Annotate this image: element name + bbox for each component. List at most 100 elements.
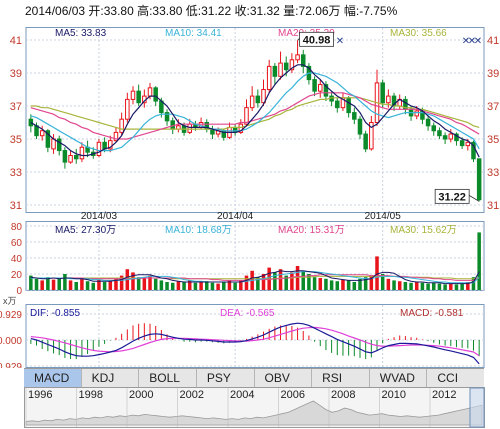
candle-body[interactable] [414, 110, 419, 117]
volume-bar[interactable] [102, 282, 107, 290]
candle-body[interactable] [153, 87, 158, 102]
tab-wvad[interactable]: WVAD [370, 369, 428, 387]
candle-body[interactable] [363, 133, 368, 150]
volume-bar[interactable] [352, 282, 357, 290]
volume-bar[interactable] [63, 274, 67, 290]
volume-bar[interactable] [131, 272, 135, 290]
candle-body[interactable] [295, 54, 300, 61]
volume-bar[interactable] [312, 277, 317, 290]
volume-bar[interactable] [142, 278, 147, 290]
volume-bar[interactable] [420, 282, 425, 290]
candle-body[interactable] [278, 62, 283, 77]
volume-bar[interactable] [46, 277, 50, 290]
volume-bar[interactable] [256, 277, 260, 290]
volume-bar[interactable] [460, 283, 464, 290]
volume-bar[interactable] [80, 278, 84, 290]
candle-body[interactable] [79, 146, 85, 160]
volume-bar[interactable] [170, 282, 175, 290]
candle-body[interactable] [147, 87, 153, 97]
volume-bar[interactable] [454, 284, 459, 290]
volume-bar[interactable] [68, 280, 73, 290]
volume-bar[interactable] [165, 282, 169, 290]
tab-psy[interactable]: PSY [197, 369, 255, 387]
tab-cci[interactable]: CCI [437, 371, 459, 385]
volume-bar[interactable] [426, 283, 430, 290]
volume-bar[interactable] [443, 284, 447, 290]
candle-body[interactable] [73, 155, 79, 160]
volume-bar[interactable] [199, 282, 203, 290]
candle-body[interactable] [113, 131, 119, 142]
volume-bar[interactable] [307, 274, 311, 290]
volume-bar[interactable] [358, 278, 362, 290]
candle-body[interactable] [56, 138, 62, 152]
volume-bar[interactable] [324, 278, 328, 290]
navigator-selection[interactable] [469, 387, 485, 428]
volume-bar[interactable] [477, 232, 481, 290]
volume-bar[interactable] [74, 282, 78, 290]
tab-kdj[interactable]: KDJ [82, 369, 140, 387]
candle-body[interactable] [136, 90, 141, 104]
volume-bar[interactable] [216, 283, 220, 290]
candle-body[interactable] [471, 141, 476, 160]
candle-body[interactable] [51, 138, 56, 150]
candle-body[interactable] [96, 141, 102, 157]
volume-bar[interactable] [119, 275, 124, 290]
volume-bar[interactable] [375, 256, 379, 290]
tab-boll[interactable]: BOLL [139, 369, 197, 387]
candle-body[interactable] [442, 135, 448, 140]
volume-bar[interactable] [437, 283, 442, 290]
volume-bar[interactable] [284, 275, 288, 290]
range-navigator[interactable]: 1996 1998 2000 2002 2004 2006 2008 2010 2012 [0, 387, 500, 429]
volume-bar[interactable] [295, 266, 300, 290]
candle-body[interactable] [386, 95, 391, 104]
candle-body[interactable] [255, 95, 261, 104]
volume-bar[interactable] [244, 275, 249, 290]
candle-body[interactable] [130, 90, 136, 100]
volume-bar[interactable] [432, 282, 436, 290]
candle-body[interactable] [272, 65, 278, 77]
volume-bar[interactable] [273, 272, 277, 290]
candle-body[interactable] [244, 107, 249, 125]
volume-bar[interactable] [85, 281, 90, 290]
candle-body[interactable] [119, 118, 124, 133]
volume-bar[interactable] [290, 272, 294, 290]
volume-bar[interactable] [329, 280, 334, 290]
candle-body[interactable] [187, 123, 192, 133]
volume-bar[interactable] [108, 280, 113, 290]
candle-body[interactable] [335, 100, 340, 109]
volume-bar[interactable] [466, 282, 470, 290]
candle-body[interactable] [357, 118, 363, 135]
volume-bar[interactable] [114, 278, 118, 290]
volume-bar[interactable] [29, 275, 33, 290]
volume-bar[interactable] [233, 282, 237, 290]
volume-bar[interactable] [380, 274, 385, 290]
volume-bar[interactable] [153, 278, 158, 290]
candle-body[interactable] [261, 89, 266, 104]
volume-bar[interactable] [97, 279, 101, 290]
volume-bar[interactable] [34, 278, 39, 290]
candle-body[interactable] [102, 141, 107, 150]
candle-body[interactable] [45, 130, 51, 148]
volume-bar[interactable] [148, 275, 152, 290]
candle-body[interactable] [431, 125, 437, 132]
volume-bar[interactable] [369, 275, 374, 290]
volume-bar[interactable] [205, 281, 209, 290]
volume-bar[interactable] [414, 282, 419, 290]
candle-body[interactable] [476, 158, 482, 201]
candle-body[interactable] [62, 150, 68, 163]
candle-body[interactable] [437, 130, 442, 137]
volume-bar[interactable] [403, 282, 408, 290]
volume-bar[interactable] [397, 281, 402, 290]
candle-body[interactable] [125, 98, 130, 120]
candle-body[interactable] [323, 84, 329, 97]
volume-bar[interactable] [227, 280, 232, 290]
candle-body[interactable] [289, 59, 295, 71]
volume-bar[interactable] [386, 278, 391, 290]
volume-bar[interactable] [51, 279, 56, 290]
volume-bar[interactable] [392, 280, 396, 290]
volume-bar[interactable] [363, 277, 368, 290]
candle-body[interactable] [459, 140, 465, 147]
candle-body[interactable] [238, 123, 244, 133]
candle-body[interactable] [68, 155, 73, 163]
candle-body[interactable] [346, 97, 351, 114]
